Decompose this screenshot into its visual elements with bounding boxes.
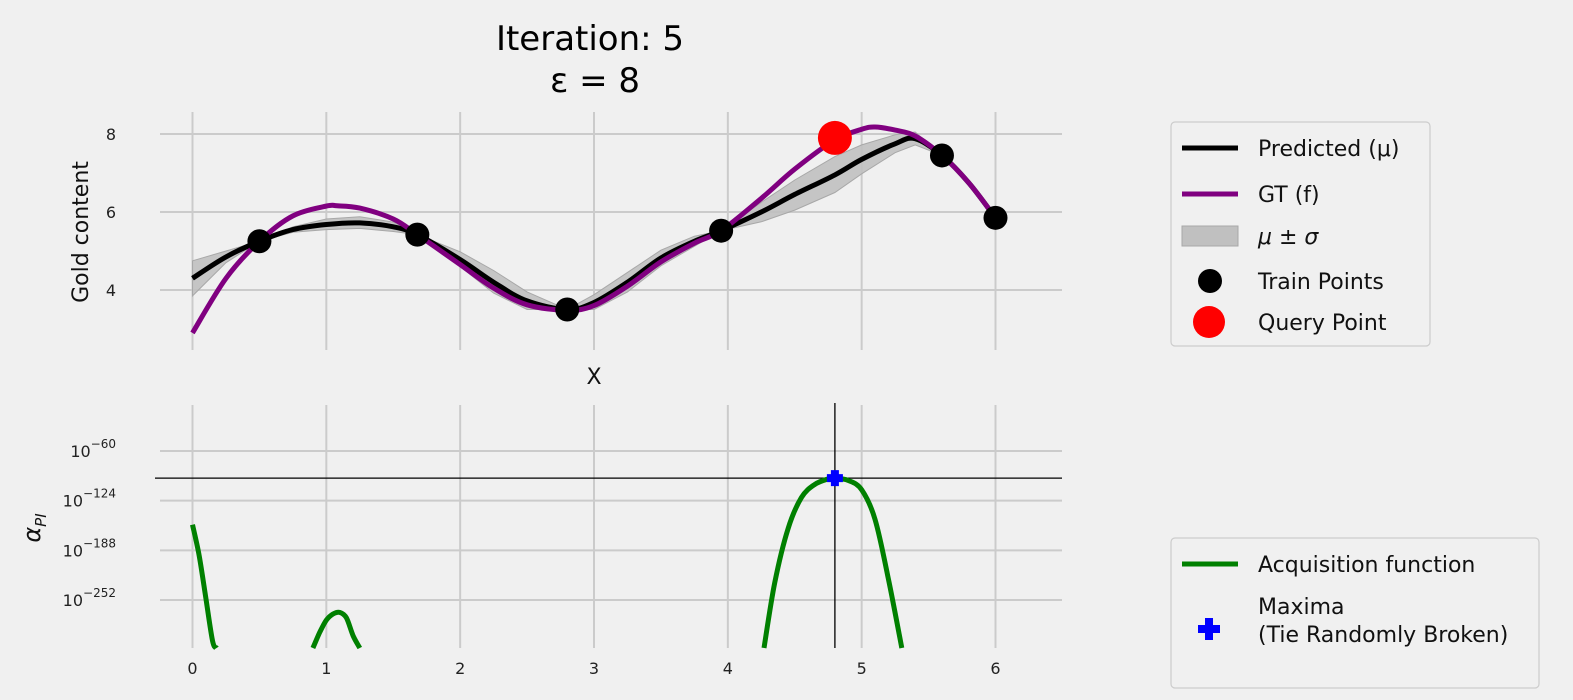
train-point xyxy=(709,218,734,243)
top-y-tick-label: 6 xyxy=(106,203,116,222)
top-x-axis-label: X xyxy=(586,365,601,390)
train-point xyxy=(983,205,1008,230)
reference-lines xyxy=(155,403,1062,648)
legend-bottom-frame xyxy=(1170,537,1540,689)
legend-train-marker xyxy=(1198,269,1222,293)
top-y-axis-label: Gold content xyxy=(69,161,94,303)
top-plot: 4 6 8 Gold content X xyxy=(69,112,1062,390)
legend-predicted-label: Predicted (μ) xyxy=(1258,137,1399,162)
bottom-x-tick-label: 4 xyxy=(723,659,733,678)
bottom-y-tick-labels: 10−60 10−124 10−188 10−252 xyxy=(63,437,116,610)
legend-maxima-label: Maxima (Tie Randomly Broken) xyxy=(1258,595,1508,648)
train-point xyxy=(555,297,580,322)
bottom-y-tick-label: 10−124 xyxy=(63,487,116,511)
bottom-y-axis-label: αPI xyxy=(18,513,50,543)
top-line-layer xyxy=(190,124,998,335)
top-point-layer xyxy=(247,120,1008,322)
maxima-marker xyxy=(826,470,843,487)
alpha-subscript: PI xyxy=(32,513,50,527)
bottom-plot: 10−60 10−124 10−188 10−252 0 1 2 3 4 5 6 αPI xyxy=(18,403,1062,678)
legend-band-label: μ ± σ xyxy=(1257,225,1319,250)
legend-train-label: Train Points xyxy=(1257,270,1384,295)
query-point xyxy=(817,120,852,155)
train-point xyxy=(929,143,954,168)
train-point xyxy=(405,222,430,247)
alpha-symbol: α xyxy=(18,527,46,543)
legend-maxima-label-line2: (Tie Randomly Broken) xyxy=(1258,623,1508,648)
legend-bottom: Acquisition function Maxima (Tie Randoml… xyxy=(1170,537,1540,689)
legend-acq-label: Acquisition function xyxy=(1258,553,1475,578)
legend-top-frame xyxy=(1170,121,1431,347)
bottom-x-tick-label: 6 xyxy=(990,659,1000,678)
bottom-x-tick-label: 0 xyxy=(187,659,197,678)
legend-maxima-label-line1: Maxima xyxy=(1258,595,1345,620)
gt-line xyxy=(190,124,998,335)
chart-title-line1: Iteration: 5 xyxy=(496,19,684,59)
bottom-y-tick-label: 10−252 xyxy=(63,586,116,610)
top-y-tick-label: 8 xyxy=(106,125,116,144)
train-point xyxy=(247,229,272,254)
predicted-line xyxy=(191,135,998,313)
top-y-tick-label: 4 xyxy=(106,281,116,300)
chart-title-line2: ε = 8 xyxy=(550,61,640,101)
bottom-y-axis-label-text: αPI xyxy=(18,513,50,543)
bottom-x-tick-label: 3 xyxy=(589,659,599,678)
bottom-x-tick-labels: 0 1 2 3 4 5 6 xyxy=(187,659,1000,678)
top-y-tick-labels: 4 6 8 xyxy=(106,125,116,300)
legend-maxima-marker xyxy=(1198,618,1220,640)
bottom-x-tick-label: 5 xyxy=(857,659,867,678)
bottom-x-tick-label: 1 xyxy=(321,659,331,678)
maxima-layer xyxy=(826,470,843,487)
legend-query-marker xyxy=(1193,306,1225,338)
bottom-x-tick-label: 2 xyxy=(455,659,465,678)
acquisition-line-layer xyxy=(190,475,905,651)
acquisition-line xyxy=(310,609,363,650)
acquisition-line xyxy=(761,475,905,649)
legend-band-swatch xyxy=(1181,225,1239,247)
bottom-grid xyxy=(160,405,1062,648)
bottom-y-tick-label: 10−188 xyxy=(63,536,116,560)
acquisition-line xyxy=(190,524,219,651)
legend-gt-label: GT (f) xyxy=(1258,183,1320,208)
bottom-y-tick-label: 10−60 xyxy=(70,437,116,461)
legend-top: Predicted (μ) GT (f) μ ± σ Train Points … xyxy=(1170,121,1431,347)
legend-query-label: Query Point xyxy=(1258,311,1387,336)
